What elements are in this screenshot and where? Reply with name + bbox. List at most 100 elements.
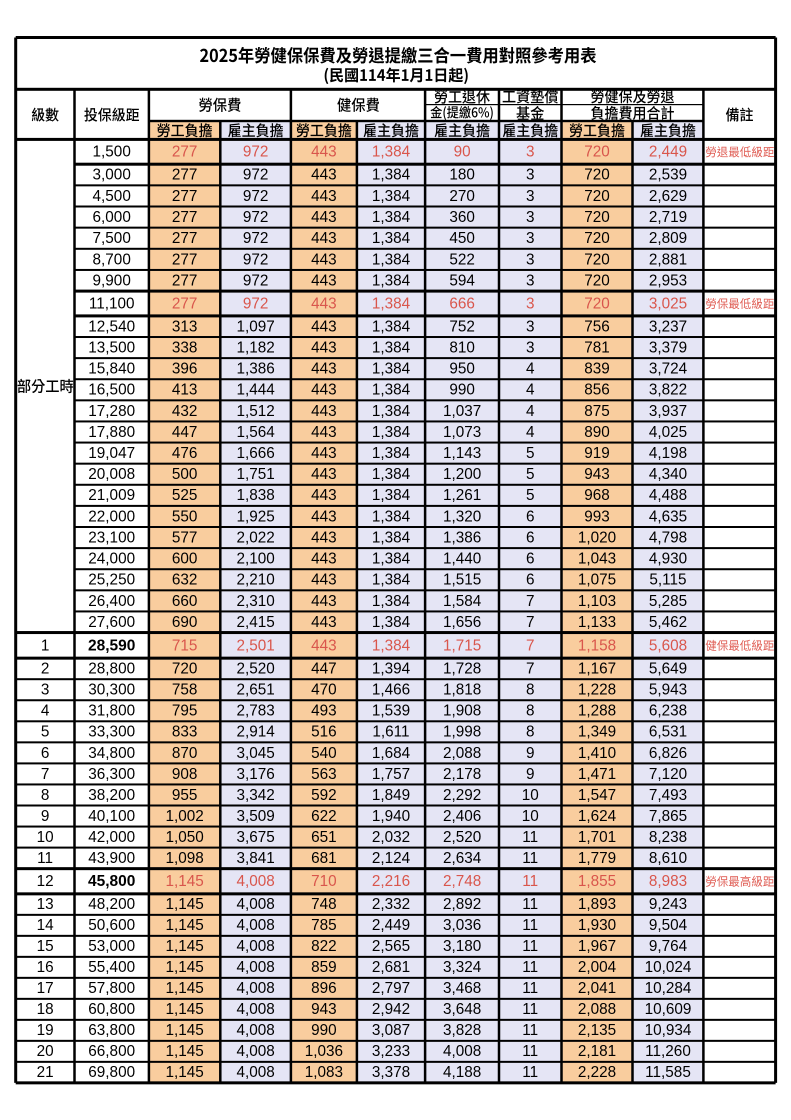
svg-text:1,515: 1,515 [443,572,481,589]
svg-text:5,649: 5,649 [649,661,687,678]
svg-text:2,914: 2,914 [236,724,275,741]
svg-text:7,493: 7,493 [649,787,687,804]
svg-text:60,800: 60,800 [88,1001,135,1018]
svg-text:1,384: 1,384 [372,230,411,247]
svg-text:48,200: 48,200 [88,896,135,913]
svg-text:1,757: 1,757 [372,766,410,783]
svg-text:908: 908 [172,766,198,783]
svg-text:13,500: 13,500 [88,340,135,357]
svg-text:7: 7 [526,614,535,631]
svg-text:875: 875 [584,403,610,420]
svg-text:20: 20 [37,1043,54,1060]
svg-text:11: 11 [522,980,538,997]
svg-text:1,050: 1,050 [165,829,203,846]
svg-text:1,838: 1,838 [236,487,274,504]
svg-text:859: 859 [311,959,337,976]
svg-text:1,384: 1,384 [372,530,411,547]
svg-text:313: 313 [172,318,198,335]
svg-text:1,384: 1,384 [372,340,411,357]
svg-text:443: 443 [311,167,337,184]
svg-text:28,590: 28,590 [88,637,135,654]
svg-text:720: 720 [584,295,610,312]
svg-text:990: 990 [449,382,475,399]
svg-text:6: 6 [526,551,535,568]
svg-text:2,088: 2,088 [443,745,481,762]
svg-text:1,471: 1,471 [578,766,616,783]
svg-text:6,000: 6,000 [93,209,131,226]
svg-text:795: 795 [172,703,198,720]
svg-text:2,629: 2,629 [649,188,687,205]
svg-text:2,004: 2,004 [578,959,617,976]
svg-text:1: 1 [41,637,50,654]
svg-text:972: 972 [243,209,269,226]
svg-text:651: 651 [311,829,337,846]
svg-text:450: 450 [449,230,475,247]
svg-text:1,384: 1,384 [372,167,411,184]
svg-text:1,384: 1,384 [372,188,411,205]
svg-text:785: 785 [311,917,337,934]
svg-text:443: 443 [311,209,337,226]
svg-text:3: 3 [526,188,535,205]
svg-text:1,261: 1,261 [443,487,481,504]
svg-text:9,764: 9,764 [649,938,688,955]
svg-text:7: 7 [526,661,535,678]
svg-text:4,008: 4,008 [236,1043,274,1060]
svg-text:66,800: 66,800 [88,1043,135,1060]
svg-text:3,342: 3,342 [236,787,274,804]
svg-text:277: 277 [172,144,198,161]
svg-text:11: 11 [522,917,538,934]
svg-text:4,008: 4,008 [236,1064,274,1081]
svg-text:11: 11 [522,959,538,976]
svg-text:870: 870 [172,745,198,762]
svg-text:833: 833 [172,724,198,741]
svg-text:632: 632 [172,572,198,589]
svg-text:476: 476 [172,445,198,462]
svg-text:943: 943 [584,466,610,483]
svg-text:2,783: 2,783 [236,703,274,720]
svg-text:16,500: 16,500 [88,382,135,399]
svg-text:11: 11 [522,938,538,955]
svg-text:592: 592 [311,787,337,804]
svg-text:443: 443 [311,593,337,610]
svg-text:1,020: 1,020 [578,530,616,547]
svg-text:1,684: 1,684 [372,745,411,762]
svg-text:2,634: 2,634 [443,850,482,867]
svg-text:443: 443 [311,487,337,504]
svg-text:4,008: 4,008 [236,980,274,997]
svg-text:972: 972 [243,230,269,247]
svg-text:720: 720 [584,209,610,226]
svg-text:1,384: 1,384 [372,209,411,226]
svg-text:277: 277 [172,209,198,226]
svg-text:11: 11 [522,1001,538,1018]
svg-text:710: 710 [311,873,337,890]
svg-text:6: 6 [526,572,535,589]
svg-text:4,008: 4,008 [236,896,274,913]
svg-text:18: 18 [37,1001,54,1018]
svg-text:180: 180 [449,167,475,184]
svg-text:4,798: 4,798 [649,530,687,547]
svg-text:3,000: 3,000 [93,167,131,184]
svg-text:90: 90 [454,144,471,161]
svg-text:1,751: 1,751 [236,466,274,483]
svg-text:1,182: 1,182 [236,340,274,357]
svg-text:5,285: 5,285 [649,593,687,610]
svg-text:896: 896 [311,980,337,997]
svg-text:720: 720 [172,661,198,678]
svg-text:8: 8 [41,787,50,804]
svg-text:2,032: 2,032 [372,829,410,846]
svg-text:443: 443 [311,424,337,441]
svg-text:277: 277 [172,230,198,247]
svg-text:715: 715 [172,637,198,654]
svg-text:3,324: 3,324 [443,959,482,976]
svg-text:443: 443 [311,572,337,589]
svg-text:3,822: 3,822 [649,382,687,399]
svg-text:5: 5 [526,466,535,483]
svg-text:5: 5 [526,445,535,462]
svg-text:3,828: 3,828 [443,1022,481,1039]
svg-text:5: 5 [41,724,50,741]
svg-text:2,539: 2,539 [649,167,687,184]
svg-text:2,310: 2,310 [236,593,274,610]
svg-text:3: 3 [526,209,535,226]
svg-text:470: 470 [311,682,337,699]
svg-text:1,384: 1,384 [372,551,411,568]
